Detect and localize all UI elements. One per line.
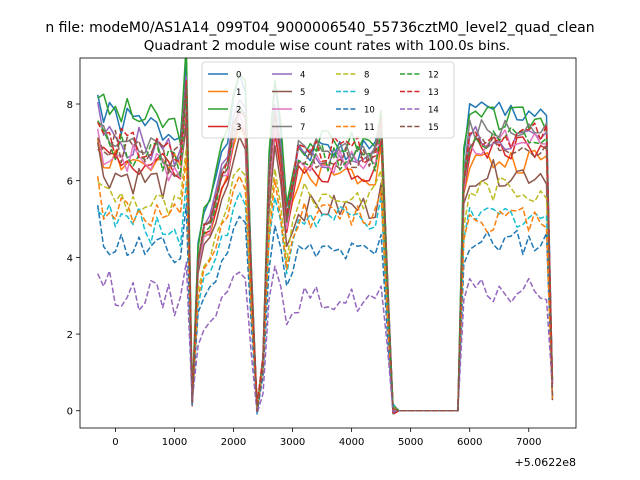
series-line-11	[96, 157, 554, 412]
x-tick-label: 6000	[457, 437, 482, 448]
series-line-15	[97, 86, 554, 412]
series-line-4	[96, 75, 554, 415]
x-tick-label: 3000	[280, 437, 305, 448]
series-line-10	[96, 203, 554, 413]
legend-label-11: 11	[364, 123, 375, 133]
legend-label-0: 0	[236, 71, 241, 81]
legend-label-8: 8	[364, 71, 369, 81]
axes-layer: 0 1000 2000 3000 4000 5000 6000 7000 0 2 4 6 8	[67, 100, 542, 448]
series-line-8	[97, 147, 554, 412]
plot-frame	[79, 57, 577, 429]
legend-label-2: 2	[236, 106, 241, 116]
x-tick-label: 2000	[221, 437, 246, 448]
legend-label-1: 1	[236, 88, 241, 98]
series-line-6	[96, 95, 554, 414]
chart-suptitle: n file: modeM0/AS1A14_099T04_9000006540_…	[45, 20, 594, 36]
legend-label-14: 14	[428, 106, 439, 116]
legend-label-4: 4	[300, 71, 305, 81]
chart-title: Quadrant 2 module wise count rates with …	[144, 38, 510, 54]
legend-label-3: 3	[236, 123, 241, 133]
legend-label-12: 12	[428, 71, 439, 81]
x-tick-label: 1000	[162, 437, 187, 448]
legend-label-13: 13	[428, 88, 439, 98]
legend-label-7: 7	[300, 123, 305, 133]
legend-label-10: 10	[364, 106, 375, 116]
legend-label-6: 6	[300, 106, 305, 116]
legend-box	[201, 61, 455, 139]
y-tick-label: 6	[67, 177, 73, 188]
y-tick-label: 8	[67, 100, 73, 111]
x-tick-label: 7000	[516, 437, 541, 448]
y-tick-label: 0	[67, 407, 73, 418]
series-line-9	[97, 181, 554, 415]
y-tick-label: 2	[67, 330, 73, 341]
legend-label-9: 9	[364, 88, 369, 98]
series-line-14	[97, 261, 554, 415]
series-line-12	[97, 89, 554, 412]
legend-label-5: 5	[300, 88, 305, 98]
x-tick-label: 4000	[339, 437, 364, 448]
series-line-13	[97, 80, 554, 416]
series-line-0	[96, 61, 554, 413]
series-line-7	[97, 87, 554, 412]
x-tick-label: 5000	[398, 437, 423, 448]
x-tick-label: 0	[112, 437, 118, 448]
x-offset-label: +5.0622e8	[515, 456, 576, 469]
legend-label-15: 15	[428, 123, 439, 133]
y-tick-label: 4	[67, 253, 73, 264]
series-layer	[96, 58, 554, 416]
